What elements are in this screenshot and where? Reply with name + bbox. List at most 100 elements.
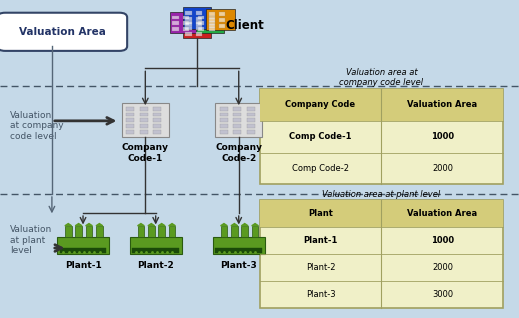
- Text: 1000: 1000: [431, 132, 454, 141]
- Polygon shape: [252, 224, 258, 226]
- FancyBboxPatch shape: [209, 18, 215, 22]
- FancyBboxPatch shape: [260, 200, 503, 227]
- Text: 2000: 2000: [432, 263, 453, 273]
- FancyBboxPatch shape: [219, 24, 225, 28]
- Polygon shape: [138, 224, 144, 226]
- FancyBboxPatch shape: [247, 107, 255, 111]
- FancyBboxPatch shape: [209, 12, 215, 16]
- FancyBboxPatch shape: [0, 13, 127, 51]
- Text: Plant-1: Plant-1: [303, 236, 338, 245]
- Text: 1000: 1000: [431, 236, 454, 245]
- FancyBboxPatch shape: [185, 17, 192, 20]
- FancyBboxPatch shape: [220, 130, 228, 134]
- Text: 2000: 2000: [432, 164, 453, 173]
- Text: Plant-3: Plant-3: [306, 290, 335, 300]
- FancyBboxPatch shape: [183, 17, 211, 38]
- FancyBboxPatch shape: [196, 17, 202, 20]
- FancyBboxPatch shape: [126, 113, 134, 116]
- FancyBboxPatch shape: [219, 18, 225, 22]
- FancyBboxPatch shape: [96, 226, 103, 237]
- Text: Valuation
at company
code level: Valuation at company code level: [10, 111, 64, 141]
- FancyBboxPatch shape: [138, 226, 144, 237]
- Text: Valuation
at plant
level: Valuation at plant level: [10, 225, 52, 255]
- FancyBboxPatch shape: [172, 16, 179, 19]
- FancyBboxPatch shape: [209, 24, 215, 28]
- FancyBboxPatch shape: [241, 226, 248, 237]
- Text: Plant-3: Plant-3: [221, 261, 257, 270]
- FancyBboxPatch shape: [65, 226, 72, 237]
- FancyBboxPatch shape: [126, 118, 134, 122]
- FancyBboxPatch shape: [130, 237, 182, 254]
- FancyBboxPatch shape: [126, 130, 134, 134]
- FancyBboxPatch shape: [140, 107, 148, 111]
- FancyBboxPatch shape: [185, 26, 192, 30]
- FancyBboxPatch shape: [215, 248, 262, 253]
- FancyBboxPatch shape: [86, 226, 92, 237]
- FancyBboxPatch shape: [198, 27, 204, 31]
- FancyBboxPatch shape: [75, 226, 82, 237]
- Polygon shape: [86, 224, 92, 226]
- Text: Company
Code-1: Company Code-1: [122, 143, 169, 162]
- Polygon shape: [158, 224, 165, 226]
- FancyBboxPatch shape: [196, 22, 202, 26]
- FancyBboxPatch shape: [220, 118, 228, 122]
- FancyBboxPatch shape: [206, 9, 235, 30]
- Text: Comp Code-2: Comp Code-2: [292, 164, 349, 173]
- FancyBboxPatch shape: [198, 16, 204, 19]
- FancyBboxPatch shape: [170, 12, 198, 33]
- FancyBboxPatch shape: [153, 124, 161, 128]
- Polygon shape: [231, 224, 238, 226]
- Text: Valuation area at
company code level: Valuation area at company code level: [339, 68, 424, 87]
- FancyBboxPatch shape: [196, 26, 202, 30]
- FancyBboxPatch shape: [132, 248, 179, 253]
- Text: Company Code: Company Code: [285, 100, 356, 109]
- Polygon shape: [169, 224, 175, 226]
- FancyBboxPatch shape: [185, 22, 192, 26]
- FancyBboxPatch shape: [140, 118, 148, 122]
- FancyBboxPatch shape: [196, 20, 202, 24]
- FancyBboxPatch shape: [233, 130, 241, 134]
- FancyBboxPatch shape: [183, 16, 189, 19]
- FancyBboxPatch shape: [140, 124, 148, 128]
- Text: Plant-2: Plant-2: [306, 263, 335, 273]
- Text: Valuation area at plant level: Valuation area at plant level: [322, 190, 441, 199]
- Text: Valuation Area: Valuation Area: [407, 209, 477, 218]
- FancyBboxPatch shape: [172, 27, 179, 31]
- FancyBboxPatch shape: [140, 130, 148, 134]
- Polygon shape: [241, 224, 248, 226]
- Text: Plant-1: Plant-1: [65, 261, 101, 270]
- FancyBboxPatch shape: [233, 113, 241, 116]
- FancyBboxPatch shape: [196, 11, 202, 15]
- FancyBboxPatch shape: [172, 21, 179, 25]
- FancyBboxPatch shape: [247, 118, 255, 122]
- FancyBboxPatch shape: [158, 226, 165, 237]
- FancyBboxPatch shape: [247, 124, 255, 128]
- FancyBboxPatch shape: [126, 124, 134, 128]
- FancyBboxPatch shape: [196, 12, 224, 33]
- FancyBboxPatch shape: [247, 130, 255, 134]
- FancyBboxPatch shape: [185, 11, 192, 15]
- Polygon shape: [96, 224, 103, 226]
- FancyBboxPatch shape: [60, 248, 106, 253]
- FancyBboxPatch shape: [126, 107, 134, 111]
- FancyBboxPatch shape: [209, 16, 215, 19]
- FancyBboxPatch shape: [153, 113, 161, 116]
- FancyBboxPatch shape: [183, 27, 189, 31]
- FancyBboxPatch shape: [153, 130, 161, 134]
- FancyBboxPatch shape: [219, 12, 225, 16]
- Text: Plant: Plant: [308, 209, 333, 218]
- FancyBboxPatch shape: [260, 89, 503, 121]
- FancyBboxPatch shape: [260, 89, 503, 184]
- FancyBboxPatch shape: [198, 21, 204, 25]
- FancyBboxPatch shape: [233, 107, 241, 111]
- Text: Company
Code-2: Company Code-2: [215, 143, 262, 162]
- Text: Valuation Area: Valuation Area: [19, 27, 106, 37]
- FancyBboxPatch shape: [213, 237, 265, 254]
- FancyBboxPatch shape: [209, 27, 215, 31]
- FancyBboxPatch shape: [233, 118, 241, 122]
- FancyBboxPatch shape: [209, 21, 215, 25]
- FancyBboxPatch shape: [57, 237, 109, 254]
- Polygon shape: [221, 224, 227, 226]
- FancyBboxPatch shape: [122, 103, 169, 137]
- Polygon shape: [75, 224, 82, 226]
